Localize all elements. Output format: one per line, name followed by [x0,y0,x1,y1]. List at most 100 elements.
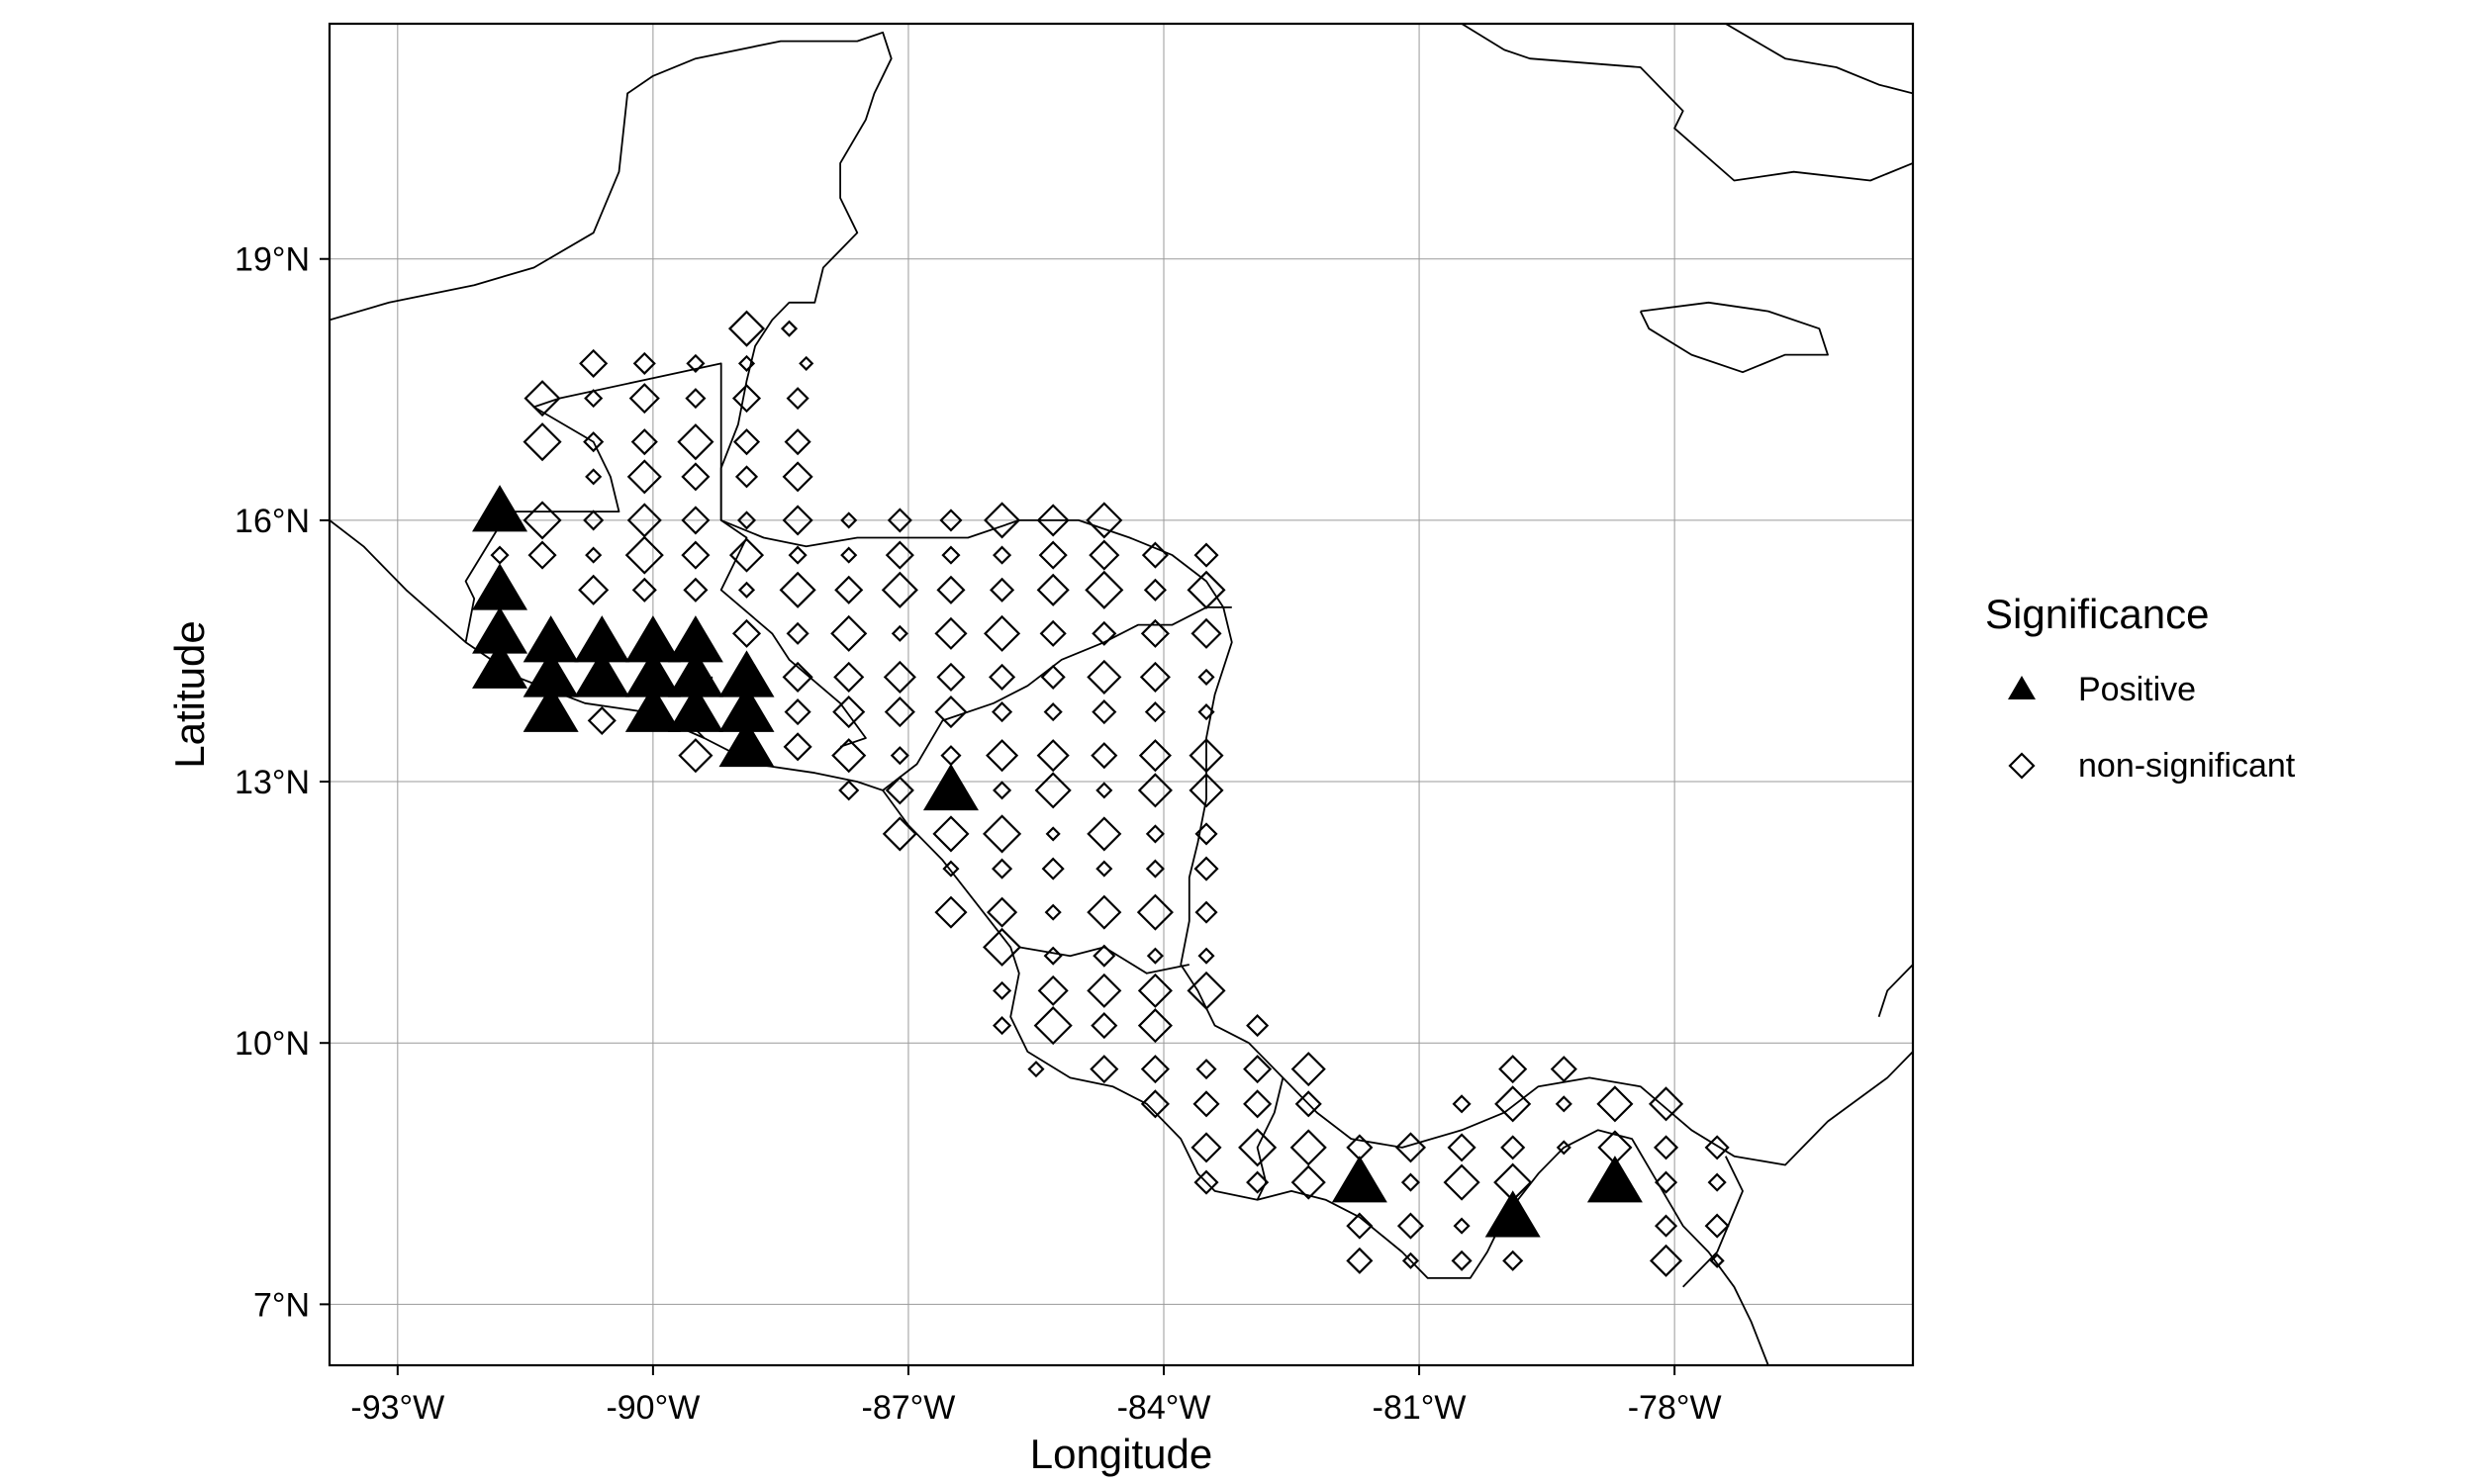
non-significant-diamond-marker [1493,1162,1533,1202]
positive-triangle-marker [574,615,630,663]
non-significant-diamond-marker [984,502,1021,539]
positive-triangle-marker [472,485,528,532]
non-significant-diamond-marker [1654,1214,1678,1238]
positive-triangle-marker [667,615,723,663]
plot-frame [328,22,1915,1367]
non-significant-diamond-marker [681,462,711,492]
non-significant-diamond-marker [1091,742,1118,770]
positive-triangle-marker [1484,1190,1541,1238]
non-significant-diamond-marker [941,545,961,565]
non-significant-diamond-marker [677,423,714,461]
non-significant-diamond-marker [1093,944,1116,968]
border-outline [1256,1077,1285,1201]
positive-triangle-marker [667,685,723,732]
non-significant-diamond-marker [523,501,562,540]
border-outline [1682,1156,1744,1288]
non-significant-diamond-marker [1092,699,1117,725]
non-significant-diamond-marker [934,696,968,729]
non-significant-diamond-marker [939,509,963,532]
non-significant-diamond-marker [784,698,811,726]
non-significant-diamond-marker [990,577,1015,603]
non-significant-diamond-marker [1653,1135,1679,1160]
border-outline [882,606,1232,791]
positive-triangle-marker [574,650,630,697]
non-significant-diamond-marker [1187,570,1226,609]
non-significant-diamond-marker [782,461,813,493]
non-significant-diamond-marker [1193,856,1219,881]
non-significant-diamond-marker [784,428,811,456]
non-significant-diamond-marker [1089,539,1120,571]
non-significant-diamond-marker [1453,1217,1471,1235]
non-significant-diamond-marker [1043,946,1063,966]
positive-triangle-marker [718,650,775,697]
non-significant-diamond-marker [1290,1164,1326,1200]
non-significant-diamond-marker [585,468,603,486]
non-significant-diamond-marker [685,388,707,410]
non-significant-diamond-marker [681,506,711,535]
legend-nonsignificant-diamond-icon [2008,752,2036,780]
non-significant-diamond-marker [833,661,865,693]
non-significant-diamond-marker [1452,1094,1472,1114]
map-outlines [330,24,1913,1365]
non-significant-diamond-marker [1193,1169,1219,1195]
non-significant-diamond-marker [736,510,757,530]
non-significant-diamond-marker [1451,1250,1473,1271]
non-significant-diamond-marker [523,380,561,417]
non-significant-diamond-marker [799,355,814,371]
non-significant-diamond-marker [1143,578,1167,602]
non-significant-diamond-marker [1045,826,1061,842]
non-significant-diamond-marker [1087,894,1122,930]
x-tick-label: -78°W [1628,1389,1722,1427]
non-significant-diamond-marker [1044,903,1062,921]
y-tick-label: 10°N [235,1025,310,1063]
non-significant-diamond-marker [1654,1170,1678,1194]
non-significant-diamond-marker [1401,1252,1420,1269]
non-significant-diamond-marker [1140,1089,1170,1119]
non-significant-diamond-marker [1500,1135,1526,1160]
non-significant-diamond-marker [840,511,858,529]
non-significant-diamond-marker [1197,668,1215,686]
x-tick-label: -90°W [606,1389,700,1427]
non-significant-diamond-marker [734,465,759,489]
non-significant-diamond-marker [737,581,756,599]
positive-triangle-marker [523,615,579,663]
non-significant-diamond-marker [579,348,609,378]
x-tick-label: -81°W [1373,1389,1467,1427]
non-significant-diamond-marker [624,535,664,575]
land-cuba-outline [1461,24,1913,182]
non-significant-diamond-marker [1033,1006,1073,1046]
non-significant-diamond-marker [1137,773,1173,808]
non-significant-diamond-marker [993,980,1012,1000]
non-significant-diamond-marker [578,574,610,605]
non-significant-diamond-marker [1190,1132,1222,1163]
y-tick-label: 13°N [235,764,310,801]
x-tick-label: -87°W [862,1389,956,1427]
non-significant-diamond-marker [987,896,1018,928]
non-significant-diamond-marker [1550,1056,1577,1083]
y-axis: 7°N 10°N 13°N 16°N 19°N [235,241,330,1324]
non-significant-diamond-marker [1040,664,1066,690]
legend-positive-triangle-icon [2008,676,2036,699]
non-significant-diamond-marker [585,546,603,564]
non-significant-diamond-marker [1037,974,1069,1006]
non-significant-diamond-marker [1036,739,1070,773]
non-significant-diamond-marker [1092,620,1117,646]
border-outline [719,519,867,748]
non-significant-diamond-marker [632,351,656,375]
non-significant-diamond-marker [1187,971,1226,1010]
non-significant-diamond-marker [882,816,917,852]
non-significant-diamond-marker [1189,738,1224,774]
border-outline [464,362,722,643]
non-significant-diamond-marker [838,780,860,801]
non-significant-diamond-marker [1502,1250,1524,1271]
non-significant-diamond-marker [1597,1130,1633,1165]
non-significant-diamond-marker [1290,1052,1326,1087]
non-significant-diamond-marker [1087,659,1122,695]
non-significant-diamond-marker [1243,1089,1273,1119]
non-significant-diamond-marker [942,860,960,878]
non-significant-diamond-marker [984,614,1021,652]
non-significant-diamond-marker [1038,540,1068,570]
non-significant-diamond-marker [731,384,762,414]
non-significant-diamond-marker [831,738,867,774]
non-significant-diamond-marker [1246,1170,1270,1194]
